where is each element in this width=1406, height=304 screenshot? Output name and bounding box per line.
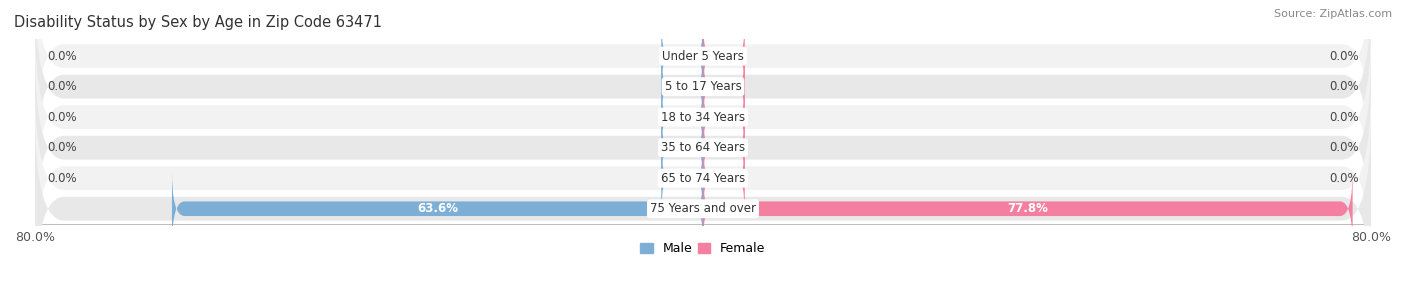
FancyBboxPatch shape xyxy=(703,140,745,217)
Text: 0.0%: 0.0% xyxy=(1329,80,1358,93)
FancyBboxPatch shape xyxy=(661,140,703,217)
FancyBboxPatch shape xyxy=(661,48,703,125)
Text: 77.8%: 77.8% xyxy=(1007,202,1049,215)
Legend: Male, Female: Male, Female xyxy=(636,237,770,260)
Text: 0.0%: 0.0% xyxy=(48,50,77,63)
Text: 0.0%: 0.0% xyxy=(1329,50,1358,63)
FancyBboxPatch shape xyxy=(172,170,703,247)
FancyBboxPatch shape xyxy=(661,109,703,186)
Text: 0.0%: 0.0% xyxy=(1329,172,1358,185)
FancyBboxPatch shape xyxy=(703,170,1353,247)
FancyBboxPatch shape xyxy=(35,83,1371,273)
FancyBboxPatch shape xyxy=(703,18,745,95)
Text: 0.0%: 0.0% xyxy=(48,80,77,93)
FancyBboxPatch shape xyxy=(35,114,1371,304)
Text: 0.0%: 0.0% xyxy=(48,172,77,185)
FancyBboxPatch shape xyxy=(703,79,745,156)
Text: 63.6%: 63.6% xyxy=(418,202,458,215)
Text: Disability Status by Sex by Age in Zip Code 63471: Disability Status by Sex by Age in Zip C… xyxy=(14,15,382,30)
FancyBboxPatch shape xyxy=(35,0,1371,151)
FancyBboxPatch shape xyxy=(703,48,745,125)
Text: Source: ZipAtlas.com: Source: ZipAtlas.com xyxy=(1274,9,1392,19)
Text: Under 5 Years: Under 5 Years xyxy=(662,50,744,63)
Text: 0.0%: 0.0% xyxy=(48,141,77,154)
Text: 5 to 17 Years: 5 to 17 Years xyxy=(665,80,741,93)
FancyBboxPatch shape xyxy=(661,18,703,95)
FancyBboxPatch shape xyxy=(35,53,1371,243)
FancyBboxPatch shape xyxy=(661,79,703,156)
Text: 0.0%: 0.0% xyxy=(1329,111,1358,124)
Text: 18 to 34 Years: 18 to 34 Years xyxy=(661,111,745,124)
Text: 0.0%: 0.0% xyxy=(48,111,77,124)
FancyBboxPatch shape xyxy=(35,22,1371,212)
Text: 75 Years and over: 75 Years and over xyxy=(650,202,756,215)
FancyBboxPatch shape xyxy=(703,109,745,186)
FancyBboxPatch shape xyxy=(35,0,1371,181)
Text: 65 to 74 Years: 65 to 74 Years xyxy=(661,172,745,185)
Text: 0.0%: 0.0% xyxy=(1329,141,1358,154)
Text: 35 to 64 Years: 35 to 64 Years xyxy=(661,141,745,154)
